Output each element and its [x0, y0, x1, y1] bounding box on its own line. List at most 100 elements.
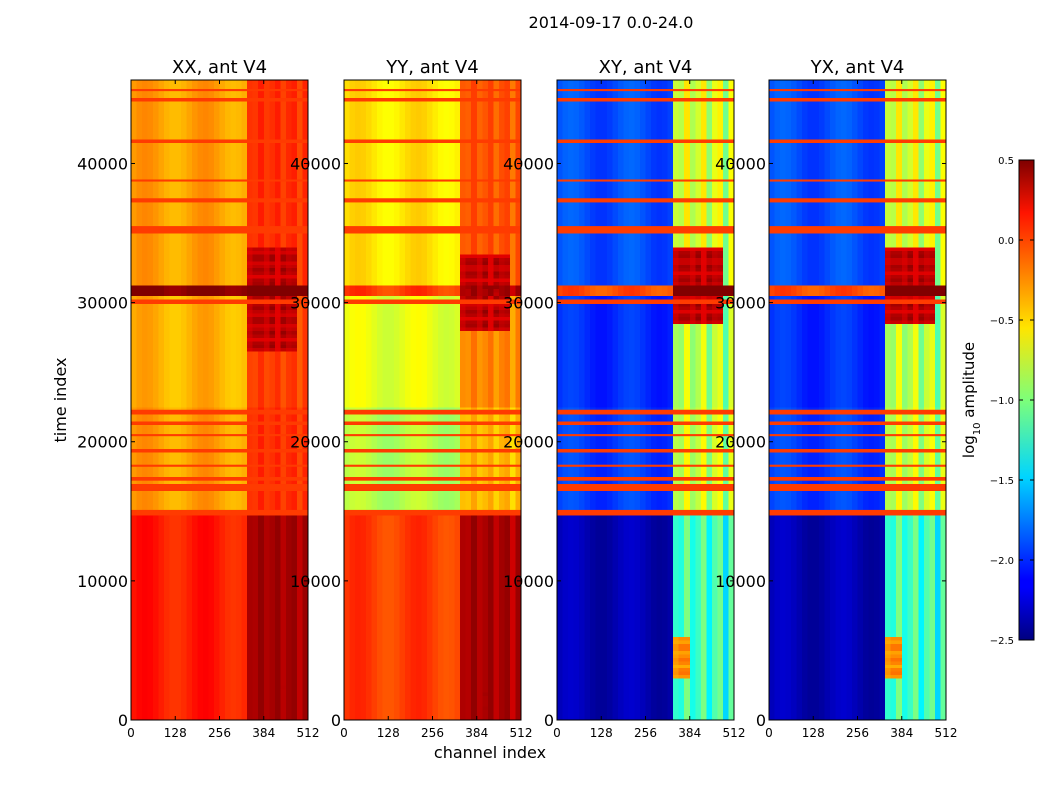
heatmap-cell	[142, 643, 148, 648]
heatmap-cell	[131, 452, 137, 457]
heatmap-cell	[241, 365, 248, 370]
heatmap-cell	[202, 250, 209, 255]
heatmap-cell	[285, 653, 292, 658]
heatmap-cell	[247, 500, 254, 505]
heatmap-cell	[164, 605, 171, 610]
heatmap-cell	[197, 646, 204, 651]
heatmap-cell	[131, 347, 137, 352]
heatmap-cell	[219, 643, 226, 648]
heatmap-cell	[230, 518, 237, 523]
heatmap-cell	[302, 361, 309, 366]
heatmap-cell	[296, 459, 303, 464]
heatmap-cell	[263, 560, 270, 564]
heatmap-cell	[269, 292, 276, 297]
heatmap-cell	[219, 504, 226, 509]
heatmap-cell	[164, 619, 171, 624]
heatmap-cell	[136, 542, 143, 547]
heatmap-cell	[291, 438, 298, 443]
heatmap-cell	[169, 208, 176, 213]
heatmap-cell	[236, 417, 243, 422]
heatmap-cell	[252, 344, 259, 349]
heatmap-cell	[142, 431, 148, 436]
heatmap-cell	[164, 525, 171, 530]
heatmap-cell	[263, 347, 270, 352]
heatmap-cell	[296, 316, 303, 321]
heatmap-cell	[241, 215, 248, 220]
heatmap-cell	[164, 316, 171, 321]
heatmap-cell	[269, 619, 276, 624]
heatmap-cell	[247, 243, 254, 248]
heatmap-cell	[219, 514, 226, 519]
heatmap-cell	[147, 361, 154, 366]
heatmap-cell	[252, 320, 259, 324]
heatmap-cell	[164, 379, 171, 384]
heatmap-cell	[147, 560, 154, 564]
heatmap-cell	[230, 358, 237, 363]
heatmap-cell	[191, 222, 198, 227]
heatmap-cell	[158, 587, 165, 592]
heatmap-cell	[169, 201, 176, 206]
heatmap-cell	[291, 640, 298, 644]
heatmap-cell	[175, 354, 182, 359]
heatmap-cell	[285, 250, 292, 255]
heatmap-cell	[252, 549, 259, 554]
heatmap-cell	[225, 438, 231, 443]
heatmap-cell	[175, 539, 182, 544]
heatmap-cell	[230, 347, 237, 352]
heatmap-cell	[274, 441, 281, 446]
heatmap-cell	[302, 469, 309, 474]
heatmap-cell	[136, 243, 143, 248]
heatmap-cell	[263, 438, 270, 443]
heatmap-cell	[164, 535, 171, 540]
heatmap-cell	[191, 570, 198, 575]
heatmap-cell	[186, 365, 193, 370]
heatmap-cell	[230, 657, 237, 662]
heatmap-cell	[175, 615, 182, 620]
heatmap-cell	[274, 650, 281, 655]
heatmap-cell	[142, 633, 148, 637]
heatmap-cell	[131, 674, 137, 679]
heatmap-cell	[147, 521, 154, 526]
heatmap-cell	[296, 556, 303, 561]
heatmap-cell	[269, 556, 276, 561]
heatmap-cell	[258, 518, 265, 523]
heatmap-cell	[296, 260, 303, 265]
heatmap-cell	[296, 233, 303, 237]
heatmap-cell	[269, 309, 276, 314]
heatmap-cell	[302, 612, 309, 617]
heatmap-cell	[230, 285, 237, 290]
heatmap-cell	[230, 546, 237, 550]
heatmap-cell	[197, 573, 204, 578]
heatmap-cell	[252, 386, 259, 390]
heatmap-cell	[153, 354, 160, 359]
heatmap-cell	[280, 678, 287, 683]
heatmap-cell	[274, 424, 281, 429]
heatmap-cell	[236, 184, 243, 189]
heatmap-cell	[225, 640, 231, 644]
heatmap-cell	[241, 605, 248, 610]
heatmap-cell	[213, 678, 220, 683]
heatmap-cell	[219, 313, 226, 317]
heatmap-cell	[247, 379, 254, 384]
heatmap-cell	[258, 375, 265, 380]
heatmap-cell	[230, 521, 237, 526]
heatmap-cell	[274, 695, 281, 700]
heatmap-cell	[225, 688, 231, 693]
heatmap-cell	[131, 466, 137, 470]
heatmap-cell	[236, 507, 243, 512]
heatmap-cell	[258, 622, 265, 627]
heatmap-cell	[142, 622, 148, 627]
heatmap-cell	[280, 427, 287, 432]
heatmap-cell	[147, 271, 154, 276]
heatmap-cell	[169, 646, 176, 651]
heatmap-cell	[269, 222, 276, 227]
heatmap-cell	[269, 205, 276, 210]
heatmap-cell	[175, 240, 182, 244]
heatmap-cell	[169, 459, 176, 464]
heatmap-cell	[236, 347, 243, 352]
heatmap-cell	[164, 250, 171, 255]
heatmap-cell	[225, 372, 231, 377]
heatmap-cell	[191, 605, 198, 610]
heatmap-cell	[263, 194, 270, 199]
heatmap-cell	[208, 706, 215, 710]
